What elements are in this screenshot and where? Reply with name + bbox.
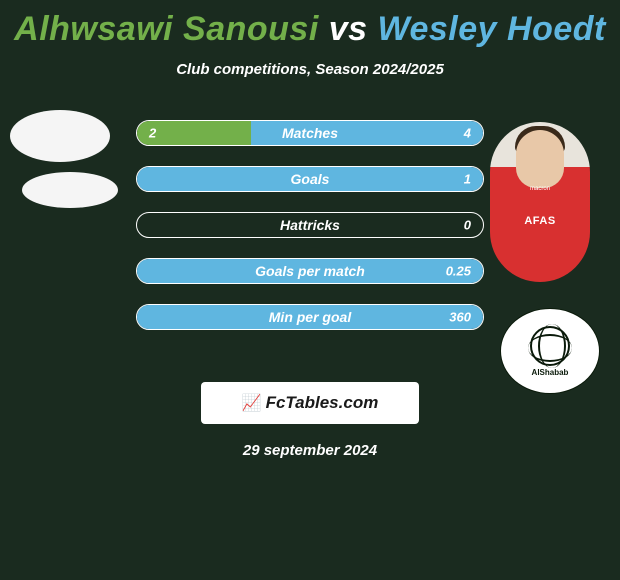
stat-label: Matches — [137, 125, 483, 141]
stat-value-left: 2 — [149, 126, 156, 141]
jersey-sponsor: AFAS — [524, 215, 555, 227]
stat-row: Min per goal360 — [136, 304, 484, 330]
jersey-brand: macron — [530, 186, 550, 192]
player2-name: Wesley Hoedt — [378, 10, 606, 48]
stat-row: Goals1 — [136, 166, 484, 192]
player1-photo — [10, 110, 110, 162]
stat-row: Matches2 4 — [136, 120, 484, 146]
club-ball-icon — [530, 326, 570, 366]
stat-label: Goals per match — [137, 263, 483, 279]
watermark-text: FcTables.com — [266, 393, 379, 413]
stat-value-right: 4 — [464, 126, 471, 141]
stat-label: Min per goal — [137, 309, 483, 325]
player1-club-logo — [22, 172, 118, 208]
subtitle: Club competitions, Season 2024/2025 — [0, 61, 620, 78]
stat-value-right: 360 — [449, 310, 471, 325]
stat-value-right: 1 — [464, 172, 471, 187]
watermark: 📈 FcTables.com — [201, 382, 419, 424]
stat-label: Goals — [137, 171, 483, 187]
player2-head — [516, 130, 564, 188]
date: 29 september 2024 — [0, 442, 620, 459]
stat-value-right: 0.25 — [446, 264, 471, 279]
page-title: Alhwsawi Sanousi vs Wesley Hoedt — [0, 0, 620, 49]
player1-name: Alhwsawi Sanousi — [14, 10, 319, 48]
chart-icon: 📈 — [242, 393, 262, 413]
player2-club-logo: AlShabab — [500, 308, 600, 394]
stat-row: Hattricks0 — [136, 212, 484, 238]
player2-photo: macron AFAS — [490, 122, 590, 282]
vs-text: vs — [329, 10, 368, 48]
stat-value-right: 0 — [464, 218, 471, 233]
stats-container: Matches2 4 Goals1 Hattricks0 Goals per match… — [136, 120, 484, 330]
stat-row: Goals per match0.25 — [136, 258, 484, 284]
stat-label: Hattricks — [137, 217, 483, 233]
club-name: AlShabab — [532, 368, 569, 377]
